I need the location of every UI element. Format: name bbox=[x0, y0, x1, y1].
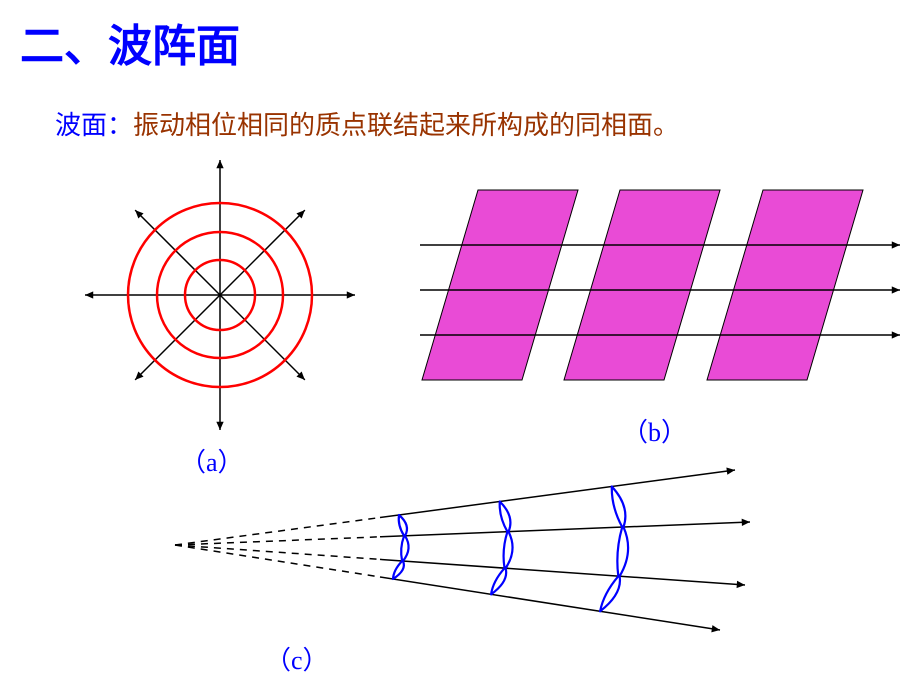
diagram-a-spherical-wave bbox=[70, 155, 370, 455]
section-title: 二、波阵面 bbox=[20, 10, 240, 74]
label-c: （c） bbox=[265, 640, 329, 677]
definition-line: 波面：振动相位相同的质点联结起来所构成的同相面。 bbox=[55, 105, 679, 142]
diagram-c-diverging-wave bbox=[165, 450, 765, 650]
definition-term: 波面： bbox=[55, 111, 133, 140]
diagram-b-plane-wave bbox=[410, 180, 910, 410]
definition-body: 振动相位相同的质点联结起来所构成的同相面。 bbox=[133, 111, 679, 140]
label-a: （a） bbox=[180, 442, 244, 479]
label-b: （b） bbox=[622, 412, 687, 449]
